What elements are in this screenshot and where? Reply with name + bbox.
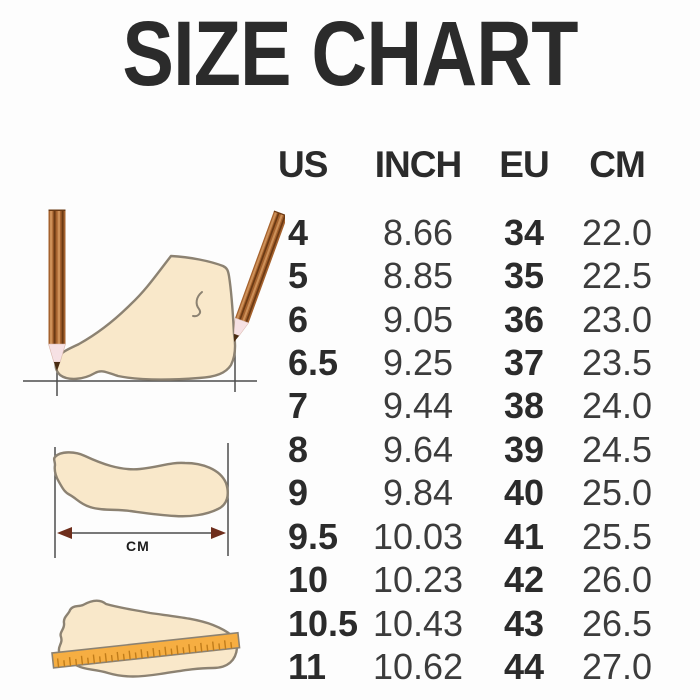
us-size-cell: 11 bbox=[288, 646, 327, 688]
inch-size-cell: 9.25 bbox=[382, 342, 454, 384]
us-size-cell: 5 bbox=[288, 255, 309, 297]
cm-arrow bbox=[57, 527, 226, 539]
cm-size-cell: 24.0 bbox=[581, 385, 653, 427]
eu-size-cell: 43 bbox=[503, 602, 545, 644]
us-size-cell: 9 bbox=[288, 472, 309, 514]
column-header-us: US bbox=[278, 144, 328, 185]
cm-unit-label: CM bbox=[126, 538, 150, 554]
us-size-cell: 7 bbox=[288, 385, 309, 427]
inch-size-cell: 10.03 bbox=[372, 515, 464, 557]
cm-size-cell: 23.0 bbox=[581, 298, 653, 340]
eu-size-cell: 34 bbox=[503, 211, 545, 253]
inch-size-cell: 10.62 bbox=[372, 646, 464, 688]
cm-size-cell: 26.0 bbox=[581, 559, 653, 601]
us-size-cell: 10.5 bbox=[288, 602, 359, 644]
eu-size-cell: 42 bbox=[503, 559, 545, 601]
eu-size-cell: 41 bbox=[503, 515, 545, 557]
inch-size-cell: 8.66 bbox=[382, 211, 454, 253]
cm-size-cell: 25.0 bbox=[581, 472, 653, 514]
us-size-cell: 6 bbox=[288, 298, 309, 340]
page-title: SIZE CHART bbox=[122, 3, 578, 105]
column-header-inch: INCH bbox=[374, 144, 462, 185]
eu-size-cell: 35 bbox=[503, 255, 545, 297]
cm-size-cell: 22.0 bbox=[581, 211, 653, 253]
eu-size-cell: 36 bbox=[503, 298, 545, 340]
eu-size-cell: 44 bbox=[503, 646, 545, 688]
inch-size-cell: 9.44 bbox=[382, 385, 454, 427]
eu-size-cell: 39 bbox=[503, 428, 545, 470]
footprint-length-cm-illustration: CM bbox=[52, 443, 229, 558]
ruler-icon bbox=[51, 631, 241, 669]
eu-size-cell: 40 bbox=[503, 472, 545, 514]
size-table: US INCH EU CM 4 8.66 34 22.0 5 8.85 35 2… bbox=[278, 142, 660, 689]
ankle-detail-line bbox=[192, 291, 203, 318]
cm-size-cell: 27.0 bbox=[581, 646, 653, 688]
cm-size-cell: 24.5 bbox=[581, 428, 653, 470]
us-size-cell: 6.5 bbox=[288, 342, 339, 384]
inch-size-cell: 9.05 bbox=[382, 298, 454, 340]
cm-size-cell: 25.5 bbox=[581, 515, 653, 557]
footprint-outline bbox=[52, 451, 229, 518]
footprint-ruler-illustration bbox=[51, 599, 241, 678]
foot-side-measurement-illustration bbox=[23, 209, 285, 396]
eu-size-cell: 38 bbox=[503, 385, 545, 427]
column-header-eu: EU bbox=[499, 144, 549, 185]
us-size-cell: 8 bbox=[288, 428, 309, 470]
us-size-cell: 10 bbox=[288, 559, 329, 601]
inch-size-cell: 9.84 bbox=[382, 472, 454, 514]
inch-size-cell: 8.85 bbox=[382, 255, 454, 297]
pencil-icon bbox=[48, 209, 66, 372]
inch-size-cell: 10.23 bbox=[372, 559, 464, 601]
column-header-cm: CM bbox=[589, 144, 646, 185]
pencil-icon bbox=[226, 210, 285, 345]
eu-size-cell: 37 bbox=[503, 342, 545, 384]
us-size-cell: 9.5 bbox=[288, 515, 339, 557]
inch-size-cell: 9.64 bbox=[382, 428, 454, 470]
cm-size-cell: 22.5 bbox=[581, 255, 653, 297]
foot-side-outline bbox=[54, 254, 237, 381]
cm-size-cell: 23.5 bbox=[581, 342, 653, 384]
us-size-cell: 4 bbox=[288, 211, 309, 253]
cm-size-cell: 26.5 bbox=[581, 602, 653, 644]
inch-size-cell: 10.43 bbox=[372, 602, 464, 644]
